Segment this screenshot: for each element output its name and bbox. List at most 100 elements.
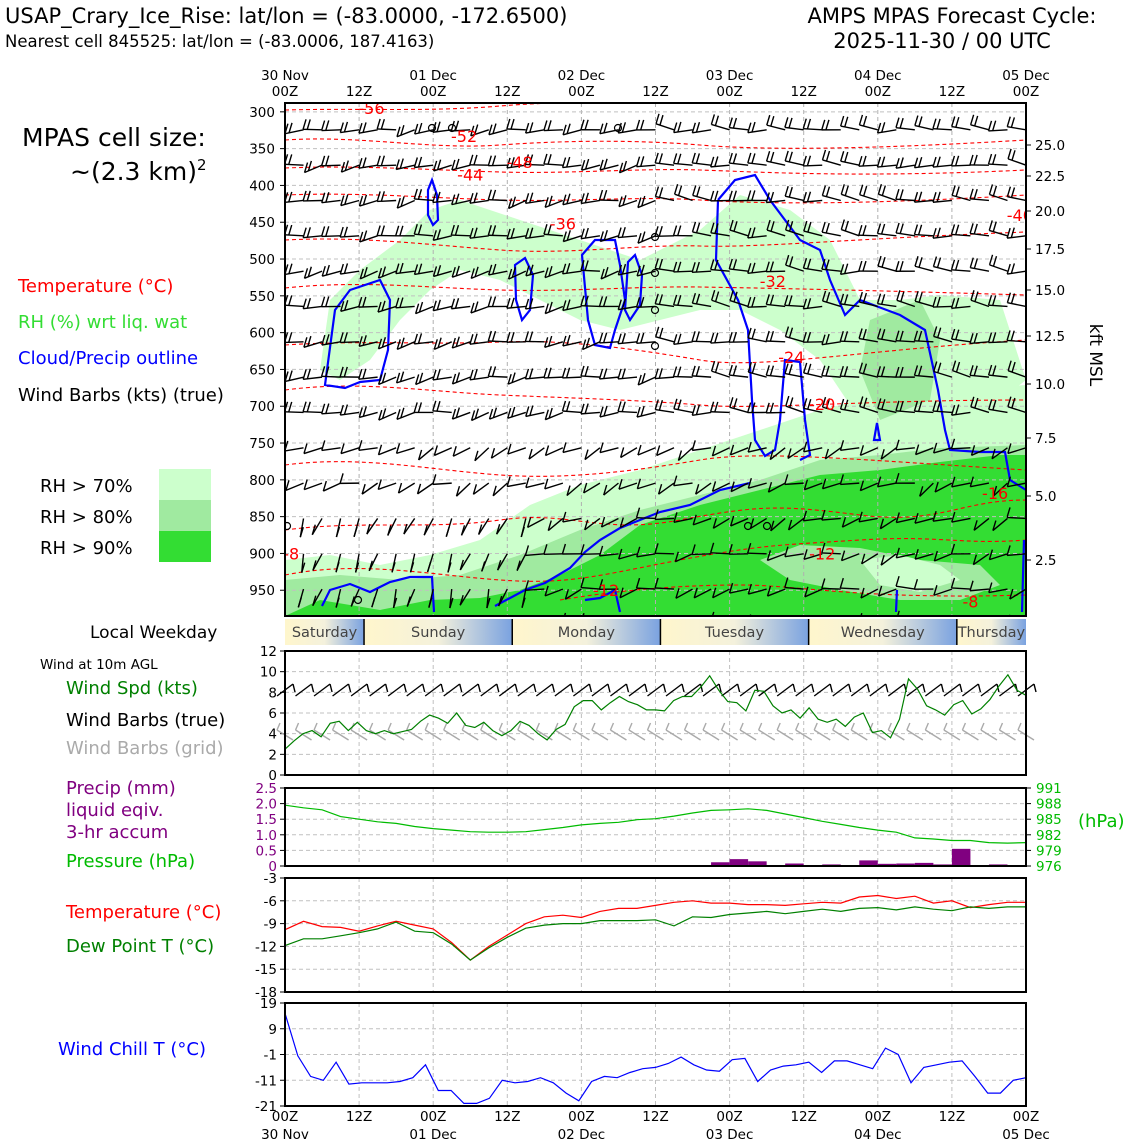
wind-barb xyxy=(562,299,582,312)
wind-barb xyxy=(969,114,990,131)
wind-barb xyxy=(1006,507,1026,520)
wind-barb xyxy=(617,263,638,276)
wind-barb-true xyxy=(572,683,593,697)
wind-barb xyxy=(858,114,878,131)
wind-barb xyxy=(279,624,285,642)
wind-barb xyxy=(785,254,804,272)
wind-barb xyxy=(358,157,378,169)
wind-barb xyxy=(692,514,712,526)
legend-rh70-swatch xyxy=(159,469,211,500)
wind-barb xyxy=(335,518,342,538)
wind-barb xyxy=(358,440,378,451)
cell-size-value: ~(2.3 km)2 xyxy=(70,156,207,186)
site-title: USAP_Crary_Ice_Rise: lat/lon = (-83.0000… xyxy=(5,4,567,29)
wind-barb xyxy=(932,118,952,131)
wind-barb-true xyxy=(369,683,389,697)
wind-barb xyxy=(860,613,863,616)
wind-barb-true xyxy=(758,683,778,697)
wind-barb-grid xyxy=(998,722,1016,741)
temperature-line xyxy=(284,894,1026,961)
wind-barb xyxy=(618,195,638,208)
wind-barb xyxy=(322,480,341,492)
wind-barb xyxy=(396,407,415,420)
wind-barb xyxy=(451,336,471,349)
wind-barb xyxy=(950,155,971,167)
wind-barb-grid xyxy=(758,722,776,741)
wind-barb xyxy=(895,400,915,414)
wind-barb xyxy=(520,518,527,538)
wind-barb xyxy=(447,553,453,573)
bottom-hour-label: 12Z xyxy=(494,1109,520,1125)
wind-barb xyxy=(1006,330,1026,343)
wind-barb xyxy=(654,293,675,308)
wind-barb xyxy=(932,400,952,414)
wind-barb xyxy=(784,474,804,486)
wind-barb xyxy=(392,589,398,609)
wind-barb xyxy=(950,224,971,237)
wind-barb xyxy=(1006,263,1026,275)
precip-bar xyxy=(711,862,730,866)
wind-barb xyxy=(339,121,360,134)
wind-barb-grid xyxy=(813,722,831,741)
wind-barb xyxy=(969,476,990,488)
wind-barb-true xyxy=(721,683,741,697)
wind-barb xyxy=(1006,186,1026,202)
wind-barb-grid xyxy=(535,722,553,741)
wind-barb xyxy=(729,515,749,527)
temp-contour xyxy=(285,231,1026,252)
pressure-tick-label: 900 xyxy=(249,546,275,562)
wind-barb xyxy=(802,331,823,343)
pressure-tick-label: 979 xyxy=(1036,843,1062,859)
wind-barb xyxy=(802,510,823,522)
wind-barb xyxy=(580,260,600,272)
wind-barb xyxy=(599,229,619,243)
wind-barb xyxy=(353,518,360,537)
rh70-pocket xyxy=(860,555,960,592)
wind-barb xyxy=(619,517,638,529)
legend-temperature: Temperature (°C) xyxy=(17,276,173,297)
wind-barb-grid xyxy=(294,722,312,741)
wind-barb xyxy=(413,263,434,276)
wind-barb xyxy=(766,550,786,562)
top-date-label: 05 Dec xyxy=(1002,68,1050,84)
cloud-outline xyxy=(872,422,882,442)
wind-barb xyxy=(970,396,990,414)
wind-barb xyxy=(377,337,397,350)
wind-barb xyxy=(490,447,508,459)
wind-barb xyxy=(839,293,860,308)
legend-wind-barbs-true: Wind Barbs (true) xyxy=(66,710,225,731)
wind-barb xyxy=(765,150,786,166)
wind-barb xyxy=(637,444,656,456)
temp-contour xyxy=(285,538,1026,582)
calm-marker xyxy=(427,123,437,133)
bottom-hour-label: 12Z xyxy=(939,1109,965,1125)
wind-barb-true xyxy=(443,683,463,697)
wind-barb-true xyxy=(424,683,444,697)
cloud-outline xyxy=(1020,539,1026,613)
y-tick-label: -12 xyxy=(255,939,277,955)
wind-barb xyxy=(840,550,860,562)
wind-barb xyxy=(395,225,415,237)
wind-barb xyxy=(507,443,527,455)
wind-barb-grid xyxy=(591,722,609,741)
y-tick-label: 10 xyxy=(260,665,277,681)
wind-barb xyxy=(673,333,693,346)
wind-barb xyxy=(562,334,582,347)
wind-barb xyxy=(969,580,990,592)
y-tick-label: 6 xyxy=(268,706,277,722)
wind-barb xyxy=(469,192,489,204)
wind-barb xyxy=(547,517,564,532)
wind-barb xyxy=(339,263,360,275)
wind-barb-true xyxy=(795,683,815,697)
wind-barb xyxy=(617,368,638,380)
wind-barb-grid xyxy=(628,722,646,741)
wind-barb xyxy=(859,396,879,414)
wind-barb xyxy=(561,156,582,169)
wind-barb xyxy=(821,365,841,378)
wind-barb xyxy=(544,585,564,597)
wind-barb xyxy=(496,553,508,571)
cloud-outline xyxy=(323,278,392,390)
wind-barb xyxy=(691,404,712,416)
temperature-contour-label: -36 xyxy=(550,215,576,234)
wind-barb xyxy=(580,403,600,415)
